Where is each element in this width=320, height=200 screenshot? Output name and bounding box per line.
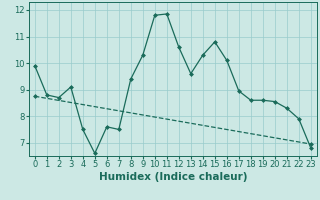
X-axis label: Humidex (Indice chaleur): Humidex (Indice chaleur) <box>99 172 247 182</box>
